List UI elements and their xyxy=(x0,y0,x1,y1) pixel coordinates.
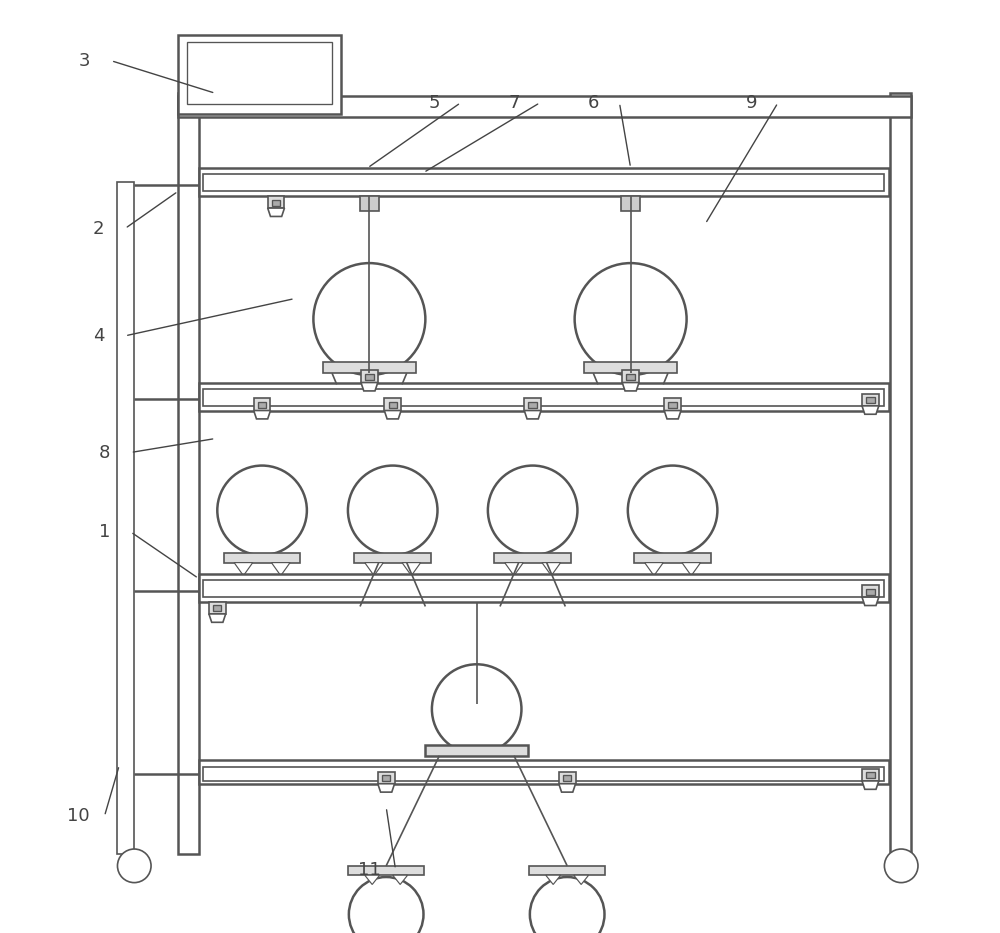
Bar xyxy=(494,553,571,563)
Bar xyxy=(384,398,401,411)
Bar xyxy=(584,362,677,373)
Text: 7: 7 xyxy=(508,93,520,112)
Bar xyxy=(528,402,537,408)
Bar xyxy=(664,398,681,411)
Bar xyxy=(354,553,431,563)
Bar xyxy=(559,772,576,784)
Bar xyxy=(862,585,879,597)
Text: 5: 5 xyxy=(429,93,440,112)
Bar xyxy=(626,374,635,380)
Bar xyxy=(199,760,889,784)
Bar xyxy=(360,196,379,211)
Bar xyxy=(203,767,884,781)
Bar xyxy=(361,370,378,383)
Polygon shape xyxy=(378,784,395,792)
Bar xyxy=(199,168,889,196)
Polygon shape xyxy=(209,614,226,622)
Bar xyxy=(622,370,639,383)
Polygon shape xyxy=(365,875,380,884)
Text: 6: 6 xyxy=(588,93,599,112)
Bar xyxy=(117,182,134,854)
Bar xyxy=(866,397,875,403)
Polygon shape xyxy=(546,875,561,884)
Bar xyxy=(187,42,332,104)
Polygon shape xyxy=(393,875,408,884)
Polygon shape xyxy=(574,875,589,884)
Circle shape xyxy=(349,877,423,933)
Polygon shape xyxy=(622,383,639,391)
Polygon shape xyxy=(524,411,541,419)
Bar xyxy=(866,589,875,594)
Bar xyxy=(199,383,889,411)
Bar xyxy=(862,394,879,406)
Bar xyxy=(258,402,266,408)
Bar xyxy=(621,196,640,211)
Bar xyxy=(178,35,341,114)
Bar xyxy=(866,773,875,778)
Polygon shape xyxy=(542,563,561,576)
Polygon shape xyxy=(384,411,401,419)
Circle shape xyxy=(217,466,307,555)
Circle shape xyxy=(313,263,425,375)
Polygon shape xyxy=(271,563,290,576)
Circle shape xyxy=(575,263,687,375)
Bar xyxy=(425,745,528,756)
Bar xyxy=(272,200,280,205)
Text: 9: 9 xyxy=(746,93,758,112)
Bar xyxy=(668,402,677,408)
Polygon shape xyxy=(559,784,576,792)
Bar xyxy=(382,775,390,781)
Text: 2: 2 xyxy=(93,219,105,238)
Bar xyxy=(862,769,879,781)
Bar xyxy=(209,602,226,614)
Circle shape xyxy=(117,849,151,883)
Circle shape xyxy=(628,466,717,555)
Bar xyxy=(389,402,397,408)
Circle shape xyxy=(530,877,604,933)
Polygon shape xyxy=(645,563,663,576)
Polygon shape xyxy=(365,563,383,576)
Polygon shape xyxy=(505,563,523,576)
Polygon shape xyxy=(862,597,879,606)
Bar xyxy=(268,196,284,208)
Text: 8: 8 xyxy=(99,443,110,462)
Polygon shape xyxy=(682,563,701,576)
Polygon shape xyxy=(862,781,879,789)
Bar xyxy=(178,96,911,117)
Polygon shape xyxy=(361,383,378,391)
Bar xyxy=(203,389,884,406)
Polygon shape xyxy=(268,208,284,216)
Polygon shape xyxy=(862,406,879,414)
Circle shape xyxy=(348,466,437,555)
Bar xyxy=(323,362,416,373)
Bar xyxy=(203,174,884,191)
Bar xyxy=(199,574,889,602)
Text: 3: 3 xyxy=(79,51,91,70)
Bar xyxy=(213,606,221,611)
Bar xyxy=(254,398,270,411)
Bar xyxy=(178,93,199,854)
Bar xyxy=(524,398,541,411)
Text: 10: 10 xyxy=(67,807,90,826)
Circle shape xyxy=(488,466,577,555)
Polygon shape xyxy=(402,563,421,576)
Text: 11: 11 xyxy=(358,860,381,879)
Bar xyxy=(348,866,424,875)
Circle shape xyxy=(432,664,521,754)
Text: 4: 4 xyxy=(93,327,105,345)
Polygon shape xyxy=(254,411,270,419)
Bar xyxy=(529,866,605,875)
Text: 1: 1 xyxy=(99,522,110,541)
Bar xyxy=(634,553,711,563)
Bar xyxy=(203,580,884,597)
Bar xyxy=(563,775,571,781)
Circle shape xyxy=(884,849,918,883)
Polygon shape xyxy=(234,563,253,576)
Bar xyxy=(365,374,374,380)
Bar xyxy=(378,772,395,784)
Bar xyxy=(224,553,300,563)
Polygon shape xyxy=(664,411,681,419)
Bar xyxy=(890,93,911,854)
